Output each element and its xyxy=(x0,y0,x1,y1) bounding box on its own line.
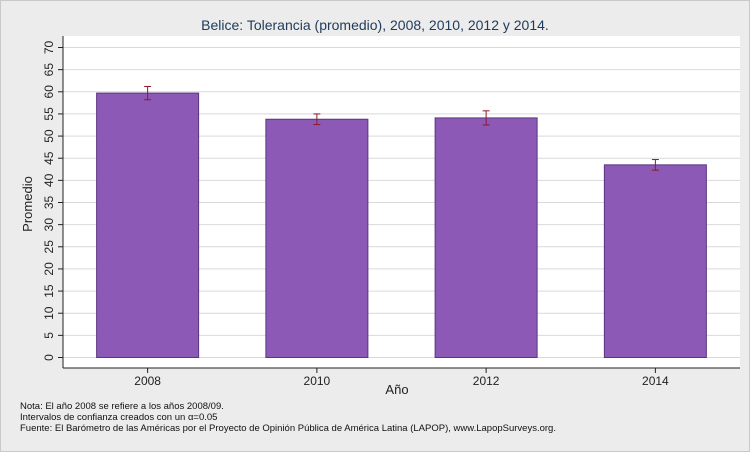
bar-2012 xyxy=(434,117,538,358)
x-tick-label-2012: 2012 xyxy=(473,374,500,388)
bar-2010 xyxy=(265,118,369,358)
error-bars xyxy=(144,85,659,171)
y-tick-label: 30 xyxy=(42,218,56,232)
y-tick-label: 25 xyxy=(42,240,56,254)
y-tick-label: 45 xyxy=(42,151,56,165)
axes xyxy=(58,36,740,373)
y-tick-label: 50 xyxy=(42,129,56,143)
x-axis-title: Año xyxy=(385,382,408,397)
y-tick-label: 55 xyxy=(42,107,56,121)
y-tick-label: 20 xyxy=(42,262,56,276)
bars xyxy=(96,92,707,358)
y-axis-title: Promedio xyxy=(20,176,35,232)
y-tick-label: 0 xyxy=(42,354,56,361)
bar-2008 xyxy=(96,92,200,358)
note-source: Fuente: El Barómetro de las Américas por… xyxy=(20,423,556,434)
bar-2014 xyxy=(603,164,707,358)
y-tick-label: 5 xyxy=(42,332,56,339)
axis-labels: 0 5 10 15 20 25 30 35 40 45 50 55 60 65 70 2008 2010 2012… xyxy=(20,41,669,397)
y-tick-label: 70 xyxy=(42,41,56,55)
note-year: Nota: El año 2008 se refiere a los años … xyxy=(20,401,224,412)
y-tick-label: 60 xyxy=(42,85,56,99)
y-tick-label: 35 xyxy=(42,196,56,210)
chart-title: Belice: Tolerancia (promedio), 2008, 201… xyxy=(201,17,549,33)
y-tick-label: 65 xyxy=(42,63,56,77)
note-confidence: Intervalos de confianza creados con un α… xyxy=(20,412,218,423)
x-tick-label-2010: 2010 xyxy=(304,374,331,388)
y-tick-label: 40 xyxy=(42,173,56,187)
y-tick-label: 10 xyxy=(42,306,56,320)
x-tick-label-2008: 2008 xyxy=(134,374,161,388)
chart-notes: Nota: El año 2008 se refiere a los años … xyxy=(20,401,556,434)
x-tick-label-2014: 2014 xyxy=(642,374,669,388)
y-tick-label: 15 xyxy=(42,284,56,298)
